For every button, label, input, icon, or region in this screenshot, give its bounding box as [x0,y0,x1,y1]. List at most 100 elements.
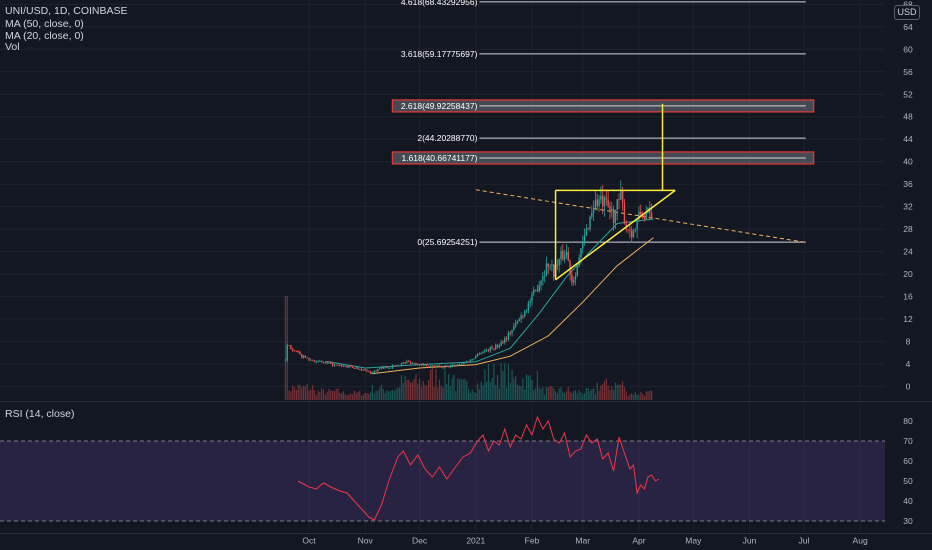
volume-bar [518,385,520,400]
volume-bar [631,392,633,400]
volume-bar [411,382,413,400]
candle-body [415,363,417,365]
candle-body [402,362,404,364]
volume-bar [605,378,607,400]
currency-badge[interactable]: USD [894,5,920,20]
volume-bar [506,387,508,400]
volume-bar [302,385,305,400]
candle-body [333,364,336,366]
volume-legend[interactable]: Vol [5,41,20,53]
candle-body [284,360,287,361]
volume-bar [540,388,542,400]
candle-body [495,345,497,349]
candle-body [650,213,653,218]
volume-bar [346,395,348,400]
candle-body [473,358,475,360]
volume-bar [516,384,519,400]
volume-bar [458,379,461,400]
volume-bar [382,389,384,400]
candle-body [538,285,540,292]
volume-bar [440,385,442,400]
volume-bar [553,388,555,400]
candle-body [475,355,477,359]
candle-body [511,329,513,334]
candle-body [623,203,626,224]
rsi-line [297,415,660,521]
symbol-legend[interactable]: UNI/USD, 1D, COINBASE [5,5,128,17]
candle-body [301,354,303,358]
volume-bar [312,385,314,400]
ma20-legend[interactable]: MA (20, close, 0) [5,30,84,42]
time-tick-label: Oct [302,536,316,546]
candle-body [632,229,635,238]
pattern-line[interactable] [555,189,676,281]
volume-bar [564,392,566,400]
ma50-legend[interactable]: MA (50, close, 0) [5,18,84,30]
candle-body [438,365,441,367]
candle-body [328,362,330,364]
price-tick-label: 60 [903,44,913,54]
candle-body [600,195,602,200]
volume-bar [315,395,317,400]
candle-body [496,345,499,348]
volume-bar [438,379,441,400]
volume-bar [618,384,620,400]
candle-body [518,319,520,322]
candle-body [304,355,307,358]
candle-body [391,365,394,368]
candle-body [426,364,428,366]
volume-bar [535,388,537,400]
candle-body [355,367,357,369]
candle-body [435,365,437,367]
triangle-pattern[interactable] [554,103,676,281]
candle-body [484,350,486,352]
price-tick-label: 48 [903,112,913,122]
candle-body [543,275,546,277]
volume-bar [473,391,475,400]
trendline-dashed[interactable] [475,189,805,243]
volume-bar [455,390,457,400]
fib-level-label: 2.618(49.92258437) [401,101,478,111]
volume-bar [471,389,473,400]
candle-body [531,293,533,302]
candle-body [315,361,317,363]
volume-bar [556,392,558,400]
price-tick-label: 28 [903,224,913,234]
volume-bar [344,394,346,400]
volume-bar [522,378,524,400]
candlesticks [284,180,653,375]
candle-body [351,366,354,368]
volume-bar [549,385,551,400]
volume-bar [623,387,626,400]
rsi-tick-label: 80 [903,416,913,426]
candle-body [466,361,468,363]
time-tick-label: Jun [743,536,757,546]
candle-body [357,367,359,369]
candle-body [469,360,472,362]
candle-body [377,369,379,372]
candle-body [565,252,568,256]
volume-bar [515,376,517,400]
volume-bar [498,388,500,400]
rsi-legend[interactable]: RSI (14, close) [5,408,75,420]
volume-bar [422,380,424,400]
candle-body [605,197,608,200]
candle-body [353,367,356,369]
volume-bar [415,374,417,400]
candle-body [621,190,624,204]
candle-body [627,229,629,231]
fib-extension[interactable]: 0(25.69254251) 1.618(40.66741177) 2(44.202… [391,0,815,247]
volume-bar [404,375,406,400]
candle-body [453,364,455,367]
volume-bar [634,391,636,400]
price-tick-label: 0 [906,382,911,392]
candle-body [609,206,611,212]
volume-bar [496,374,499,400]
candle-body [562,251,564,260]
descending-trendline[interactable] [475,189,805,243]
volume-bar [353,390,355,400]
candle-body [317,360,319,362]
candle-body [422,363,424,366]
candle-body [558,259,560,266]
